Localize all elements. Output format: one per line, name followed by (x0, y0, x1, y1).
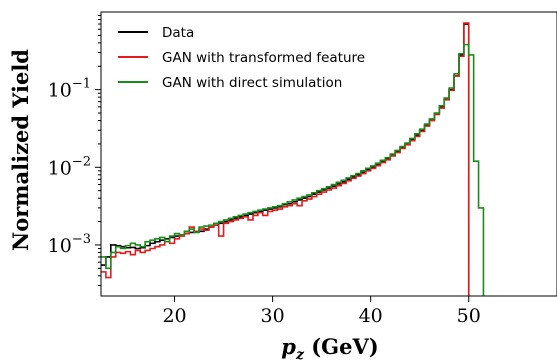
x-tick-label: 50 (457, 305, 481, 327)
legend-label-data: Data (162, 25, 194, 41)
y-tick-label: 10−1 (48, 77, 91, 102)
legend: Data GAN with transformed feature GAN wi… (118, 25, 365, 91)
y-tick-label: 10−2 (48, 154, 91, 179)
series-line-gan-transformed (101, 22, 470, 296)
legend-label-gan-direct: GAN with direct simulation (162, 75, 342, 91)
plot-content (101, 22, 485, 296)
legend-item-gan-transformed: GAN with transformed feature (118, 50, 365, 66)
legend-item-gan-direct: GAN with direct simulation (118, 75, 342, 91)
axis-ticks: 20 30 40 50 10−3 10−2 10−1 (48, 15, 481, 327)
series-line-data (101, 23, 470, 296)
legend-item-data: Data (118, 25, 194, 41)
x-axis-label: pz (GeV) (281, 334, 378, 362)
plot-frame (100, 11, 557, 297)
x-tick-label: 40 (359, 305, 383, 327)
legend-label-gan-transformed: GAN with transformed feature (162, 50, 365, 66)
x-tick-label: 20 (162, 305, 186, 327)
x-tick-label: 30 (261, 305, 285, 327)
series-line-gan-direct (101, 43, 485, 296)
y-tick-label: 10−3 (48, 232, 91, 257)
y-axis-label: Normalized Yield (8, 49, 33, 251)
